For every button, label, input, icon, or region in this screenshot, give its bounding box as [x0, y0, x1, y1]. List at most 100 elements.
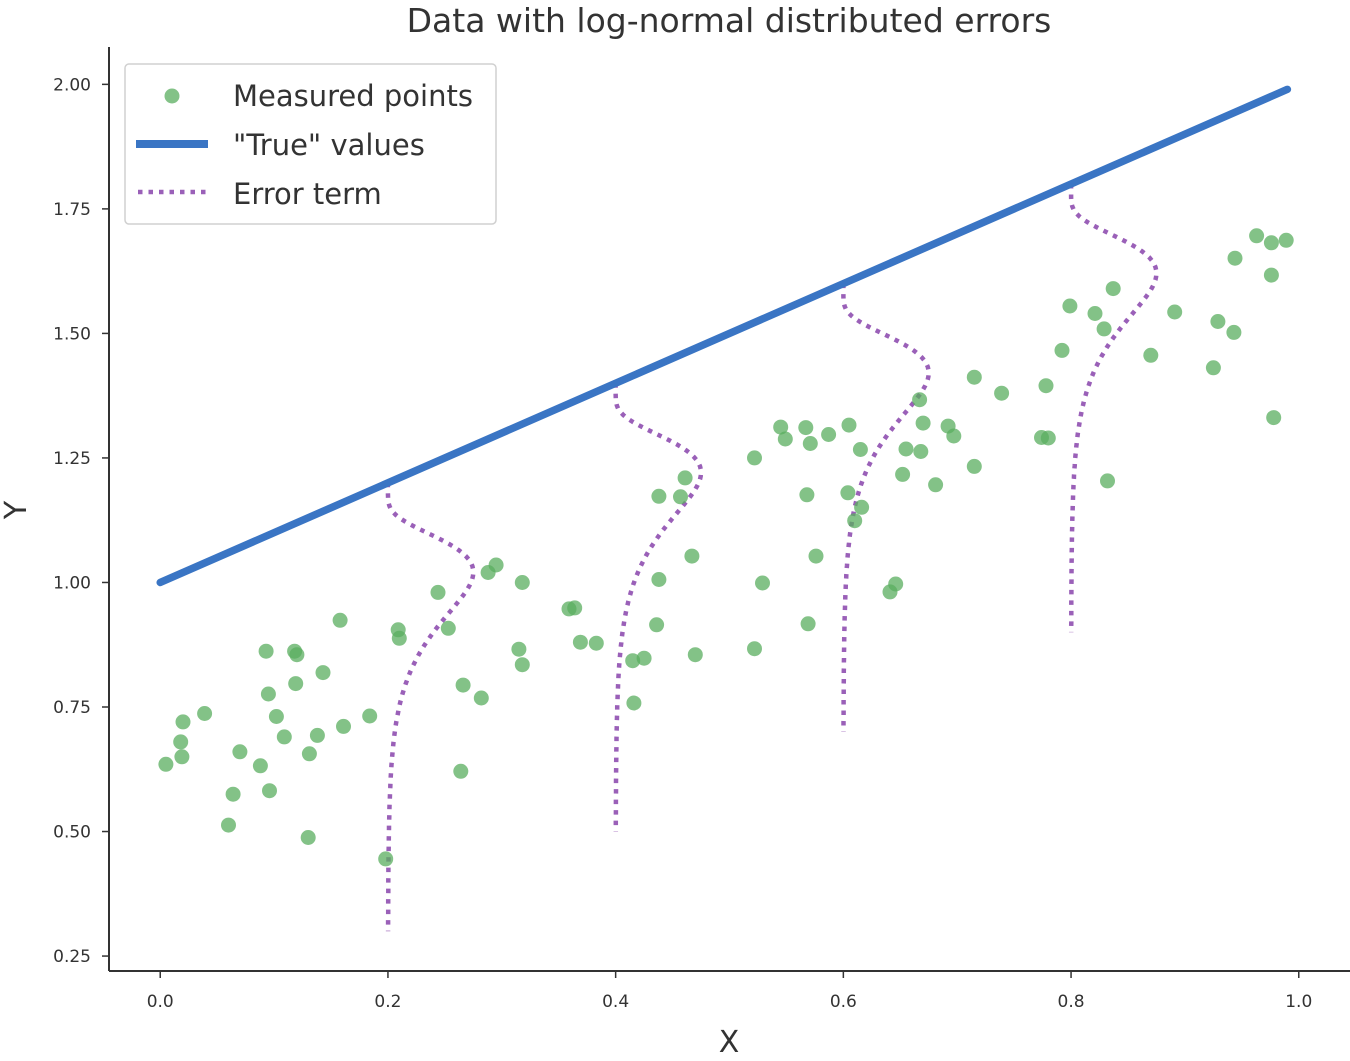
data-point: [798, 420, 814, 436]
x-tick-label: 0.4: [602, 992, 629, 1012]
data-point: [847, 513, 863, 529]
legend-box: [124, 63, 497, 225]
data-point: [673, 489, 688, 505]
data-point: [912, 392, 928, 408]
data-point: [636, 650, 652, 666]
data-point: [175, 714, 191, 730]
data-point: [888, 576, 904, 592]
data-point: [232, 744, 248, 760]
data-point: [378, 851, 394, 867]
data-point: [225, 786, 241, 802]
data-point: [1205, 360, 1221, 376]
x-tick-label: 0.6: [830, 992, 857, 1012]
data-point: [895, 466, 911, 482]
data-point: [1278, 232, 1294, 248]
data-point: [1226, 324, 1242, 340]
data-point: [588, 635, 604, 651]
data-point: [946, 428, 962, 444]
data-point: [1100, 473, 1115, 489]
data-point: [799, 487, 815, 503]
data-point: [336, 718, 351, 734]
y-tick-label: 1.75: [53, 200, 91, 220]
data-point: [315, 665, 331, 681]
error-curve: [613, 383, 704, 832]
data-point: [1210, 314, 1226, 329]
data-point: [966, 369, 982, 385]
data-point: [309, 727, 325, 743]
data-point: [966, 458, 982, 474]
data-point: [841, 417, 857, 433]
data-point: [514, 575, 530, 590]
data-point: [1167, 304, 1183, 320]
measured-points: [158, 228, 1294, 867]
data-point: [453, 763, 469, 779]
data-point: [808, 548, 824, 564]
legend-label-error-term: Error term: [233, 177, 382, 211]
y-tick-label: 0.25: [53, 947, 91, 967]
data-point: [173, 734, 189, 750]
data-point: [1105, 281, 1121, 297]
axis-ticks: 0.0 0.2 0.4 0.6 0.8 1.0 0.25 0.50 0.75 1.00 1.25 1.…: [53, 75, 1312, 1012]
data-point: [651, 488, 667, 504]
chart-title: Data with log-normal distributed errors: [407, 1, 1052, 40]
data-point: [626, 695, 642, 711]
data-point: [898, 441, 914, 457]
x-tick-label: 1.0: [1285, 992, 1312, 1012]
legend-marker-measured-points: [164, 88, 180, 104]
data-point: [755, 575, 770, 591]
data-point: [1266, 410, 1282, 426]
data-point: [687, 647, 703, 663]
data-point: [440, 620, 456, 636]
x-tick-label: 0.8: [1058, 992, 1085, 1012]
error-curve: [385, 482, 476, 932]
error-curves: [385, 184, 1159, 932]
data-point: [651, 572, 667, 587]
data-point: [1096, 321, 1112, 337]
y-tick-label: 1.00: [53, 573, 91, 593]
data-point: [854, 499, 870, 515]
data-point: [572, 634, 588, 650]
data-point: [913, 444, 929, 459]
data-point: [1087, 306, 1103, 321]
data-point: [455, 677, 471, 693]
data-point: [1038, 378, 1054, 394]
data-point: [747, 450, 762, 466]
data-point: [391, 630, 407, 646]
data-point: [1062, 298, 1078, 314]
y-tick-label: 1.50: [53, 324, 91, 344]
legend-label-true-values: "True" values: [233, 128, 425, 162]
data-point: [1227, 250, 1243, 266]
data-point: [677, 470, 693, 486]
data-point: [567, 600, 583, 616]
legend: Measured points "True" values Error term: [124, 63, 497, 225]
data-point: [1263, 235, 1279, 251]
data-point: [268, 709, 284, 724]
y-axis-label: Y: [0, 500, 34, 520]
data-point: [773, 419, 789, 435]
data-point: [1263, 267, 1279, 283]
true-values-series-line: [156, 85, 1292, 587]
x-tick-label: 0.2: [374, 992, 401, 1012]
data-point: [300, 830, 316, 845]
data-point: [684, 548, 700, 564]
data-point: [649, 617, 665, 633]
data-point: [747, 641, 762, 657]
plot-area: 0.0 0.2 0.4 0.6 0.8 1.0 0.25 0.50 0.75 1.00 1.25 1.…: [53, 47, 1350, 1012]
data-point: [252, 758, 268, 774]
data-point: [158, 756, 174, 772]
data-point: [174, 749, 190, 765]
data-point: [262, 783, 277, 799]
y-tick-label: 1.25: [53, 449, 91, 469]
data-point: [840, 485, 856, 501]
data-point: [488, 557, 504, 573]
data-point: [288, 676, 304, 692]
data-point: [473, 690, 489, 706]
x-tick-label: 0.0: [147, 992, 174, 1012]
data-point: [852, 442, 868, 457]
data-point: [800, 616, 816, 632]
data-point: [1054, 342, 1070, 358]
data-point: [777, 431, 793, 447]
legend-label-measured-points: Measured points: [233, 79, 473, 113]
data-point: [332, 612, 348, 628]
